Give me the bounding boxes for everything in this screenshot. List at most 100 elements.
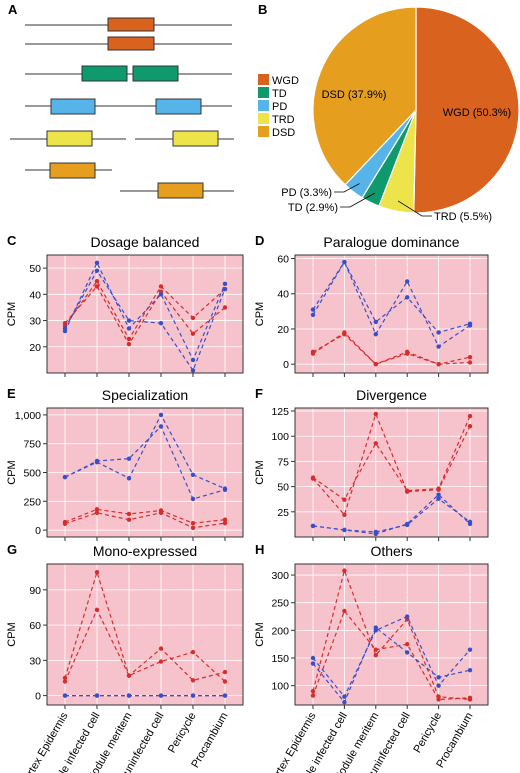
chart-e-frame (46, 407, 244, 538)
chart-e-series-2-point-4 (190, 520, 196, 526)
chart-f-series-3-point-2 (373, 529, 378, 535)
chart-f-series-0-point-5 (467, 423, 473, 429)
chart-g-series-3-point-3 (158, 693, 164, 698)
chart-d-series-0-point-4 (436, 344, 441, 349)
chart-e-series-3-point-3 (158, 510, 164, 516)
duplication-pie-chart: WGD (50.3%) DSD (37.9%) TRD (5.5%) TD (2.9%… (281, 6, 520, 223)
chart-e-series-1-line (64, 425, 226, 500)
chart-h-series-3-point-2 (373, 625, 378, 630)
panel-b-label: B (258, 2, 267, 17)
chart-h-series-0-point-2 (373, 653, 378, 658)
chart-c-series-2-point-4 (190, 357, 196, 363)
chart-e-series-2-line (64, 508, 226, 524)
chart-d-ytick-label-2: 40 (277, 289, 289, 301)
chart-d-ytick-label-0: 0 (283, 359, 289, 371)
chart-e-ylabel: CPM (6, 460, 18, 484)
chart-c-series-1-point-4 (190, 315, 196, 321)
chart-h-series-1-point-0 (310, 693, 316, 698)
chart-f-series-1-point-0 (310, 475, 316, 480)
chart-f-series-1-line (312, 415, 471, 501)
chart-d-series-0-point-3 (405, 279, 410, 284)
chart-h-ytick-label-0: 100 (271, 681, 289, 693)
chart-d-series-3-point-3 (405, 349, 410, 355)
chart-g-series-3-point-4 (190, 693, 196, 698)
pd-gene-1 (50, 98, 96, 115)
wgd-gene-2 (107, 36, 155, 51)
chart-g-series-1-point-3 (158, 659, 164, 664)
chart-d-series-1-point-2 (373, 319, 378, 325)
chart-d-series-2-line (312, 331, 471, 365)
chart-f-plot-area (294, 407, 489, 538)
chart-h-series-1-point-1 (342, 608, 347, 614)
pie-leader-pd (334, 183, 360, 193)
chart-h-series-1-point-4 (436, 697, 441, 702)
chart-h-series-0-line (312, 568, 471, 701)
chart-g-series-0-point-3 (158, 646, 164, 651)
chart-f-ytick-label-4: 125 (271, 406, 289, 418)
pd-gene-2 (155, 98, 202, 115)
chart-c-ytick-label-3: 50 (29, 263, 41, 275)
chart-h-ytick-label-2: 200 (271, 625, 289, 637)
chart-g-series-0-point-1 (94, 570, 100, 575)
chart-c-series-3-line (64, 269, 226, 372)
expression-line-charts: C Dosage balanced 20 30 40 50 CPM D Paralogue do… (6, 233, 489, 773)
chart-c-series-3-point-2 (126, 318, 132, 323)
chart-h-series-2-point-4 (436, 683, 441, 688)
chart-e-ytick-label-1: 250 (23, 496, 41, 508)
chart-d-ytick-label-3: 60 (277, 254, 289, 266)
chart-h-series-3-point-0 (310, 661, 316, 666)
trd-gene-2 (172, 130, 219, 147)
chart-e-ytick-label-0: 0 (35, 525, 41, 537)
chart-f-series-0-line (312, 412, 471, 517)
chart-h-series-2-point-1 (342, 694, 347, 699)
chart-d-series-0-line (312, 260, 471, 348)
td-gene-1 (81, 65, 128, 82)
chart-g-series-0-line (64, 570, 226, 681)
chart-c-series-3-point-0 (62, 326, 68, 331)
chart-g-xtick-label-4: Pericycle (166, 711, 199, 756)
chart-d-ytick-label-1: 20 (277, 324, 289, 336)
chart-d-series-3-line (312, 333, 471, 365)
panel-b: B WGD (50.3%) DSD (37.9%) TRD (5.5%) TD (2.… (258, 2, 520, 223)
chart-h-series-2-point-5 (467, 647, 473, 652)
chart-f-series-1-point-4 (436, 486, 441, 491)
chart-g-ytick-label-2: 60 (29, 620, 41, 632)
chart-g-title: Mono-expressed (93, 543, 197, 559)
chart-h-ytick-label-4: 300 (271, 570, 289, 582)
chart-d-series-1-point-4 (436, 330, 441, 335)
chart-f-series-3-point-4 (436, 496, 441, 501)
chart-e-series-0-point-2 (126, 476, 132, 481)
chart-c-series-1-point-2 (126, 336, 132, 342)
chart-g-series-3-point-1 (94, 693, 100, 698)
chart-f-series-3-line (312, 497, 471, 533)
chart-g-ylabel: CPM (6, 622, 18, 646)
chart-e-series-1-point-3 (158, 424, 164, 429)
chart-f-series-2-point-4 (436, 492, 441, 497)
chart-h-title: Others (370, 543, 412, 559)
chart-d-series-1-line (312, 260, 471, 334)
panel-g-label: G (7, 542, 17, 557)
chart-f-ytick-label-2: 75 (277, 456, 289, 468)
chart-c-series-3-point-5 (222, 286, 228, 292)
chart-d-series-1-point-1 (342, 259, 347, 265)
chart-d-series-2-point-5 (467, 354, 473, 360)
chart-g-series-1-point-0 (62, 679, 68, 684)
chart-h-ytick-label-3: 250 (271, 598, 289, 610)
chart-e: E Specialization 0 250 500 750 1,000 CPM (6, 386, 244, 541)
chart-h-plot-area (294, 563, 489, 706)
chart-c-series-0-point-4 (190, 331, 196, 336)
chart-f-series-3-point-5 (467, 519, 473, 525)
chart-h-series-3-point-4 (436, 675, 441, 680)
chart-c-series-2-line (64, 261, 226, 362)
chart-c-ytick-label-1: 30 (29, 316, 41, 328)
chart-h-ylabel: CPM (254, 622, 266, 646)
chart-f-ylabel: CPM (254, 460, 266, 484)
pie-label-trd: TRD (5.5%) (434, 211, 492, 223)
chart-f-series-0-point-1 (342, 512, 347, 518)
chart-h-series-2-line (312, 615, 471, 698)
chart-h-series-1-line (312, 609, 471, 701)
chart-f-series-1-point-2 (373, 441, 378, 446)
chart-e-series-3-point-2 (126, 517, 132, 522)
chart-e-series-3-point-5 (222, 520, 228, 526)
